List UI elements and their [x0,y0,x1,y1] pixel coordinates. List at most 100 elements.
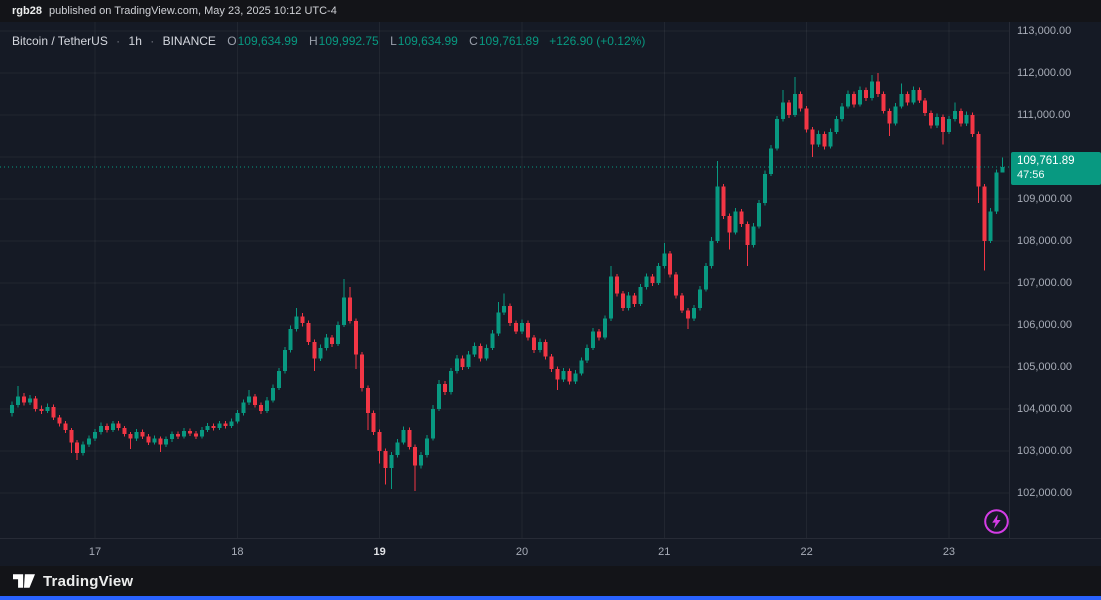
change-value: +126.90 (+0.12%) [549,34,646,48]
chart-panel[interactable]: Bitcoin / TetherUS · 1h · BINANCE O109,6… [0,22,1101,538]
candle-body [899,94,904,107]
candle-body [840,106,845,120]
candle-body [502,306,507,313]
candle-body [911,89,916,103]
high-label: H [309,34,318,48]
interval-label[interactable]: 1h [128,34,142,48]
candle-body [644,276,649,288]
candle-body [638,287,643,304]
time-axis-label: 18 [231,546,244,558]
candle-body [798,94,803,109]
symbol-name[interactable]: Bitcoin / TetherUS [12,34,108,48]
open-label: O [227,34,237,48]
candle-body [377,432,382,451]
candle-body [709,241,714,267]
price-tick-label: 113,000.00 [1017,24,1072,37]
candle-body [650,276,655,283]
price-tick-label: 105,000.00 [1017,360,1073,373]
candle-body [816,133,821,145]
candle-body [834,119,839,132]
candle-body [152,438,157,443]
candle-body [875,81,880,94]
candle-body [419,455,424,466]
candle-body [359,354,364,388]
candle-body [383,451,388,468]
candle-body [591,331,596,349]
candle-body [863,89,868,99]
candle-body [10,404,14,414]
brand-name[interactable]: TradingView [43,572,134,590]
candle-body [745,224,750,246]
candle-body [573,373,578,382]
candle-body [27,398,32,403]
price-tick-label: 112,000.00 [1017,66,1072,79]
candle-body [792,94,797,115]
candle-body [330,337,335,344]
candle-body [917,89,922,101]
candle-body [199,430,204,437]
candle-body [276,371,281,388]
candle-body [223,423,228,426]
candle-body [751,226,756,246]
candle-body [431,409,436,439]
candle-body [941,117,946,132]
candle-body [519,322,524,332]
candle-body [282,350,287,372]
candle-body [134,432,139,439]
footer-bar: TradingView [0,566,1101,596]
candle-body [164,439,169,445]
candle-body [869,81,874,99]
candle-body [964,115,969,124]
candle-body [158,438,163,445]
flash-icon[interactable] [983,508,1010,535]
tradingview-logo-icon[interactable] [13,574,35,588]
time-scale[interactable]: 17 18 19 20 21 22 23 [0,538,1101,566]
candle-body [994,172,999,212]
candle-body [181,430,186,437]
candle-body [774,119,779,149]
candle-body [39,409,44,412]
candle-body [810,129,815,145]
price-tick-label: 102,000.00 [1017,486,1073,499]
candle-body [294,316,299,330]
publisher-username: rgb28 [12,5,42,17]
candle-body [306,322,311,342]
price-tick-label: 109,000.00 [1017,192,1073,205]
candle-body [822,133,827,147]
candle-body [549,356,554,370]
candle-body [324,337,329,349]
candle-body [531,337,536,351]
candle-body [490,333,495,349]
candle-body [93,432,98,439]
candle-body [57,417,62,424]
candle-body [626,295,631,309]
candle-body [982,186,987,241]
candle-body [585,348,590,361]
candle-body [15,396,20,405]
candle-body [211,425,216,428]
candle-body [122,427,127,435]
exchange-label[interactable]: BINANCE [162,34,216,48]
candle-body [81,444,86,454]
candle-body [935,117,940,126]
candle-body [21,396,26,403]
candle-body [946,119,951,132]
candle-body [104,425,109,430]
candle-body [721,186,726,216]
price-scale[interactable]: 109,761.89 47:56 113,000.00 112,000.00 111… [1009,22,1101,538]
candle-body [472,346,477,355]
candle-body [674,274,679,296]
candle-body [537,341,542,351]
candle-body [893,106,898,124]
publish-header: rgb28 published on TradingView.com, May … [0,0,1101,22]
price-tick-label: 108,000.00 [1017,234,1073,247]
time-axis-label: 17 [88,546,102,558]
candle-body [336,325,341,344]
publish-info-text: published on TradingView.com, May 23, 20… [49,5,337,17]
candle-body [371,413,376,433]
candle-body [727,215,732,233]
candle-body [33,398,38,409]
candlestick-chart[interactable] [0,22,1009,538]
candle-body [923,100,928,113]
